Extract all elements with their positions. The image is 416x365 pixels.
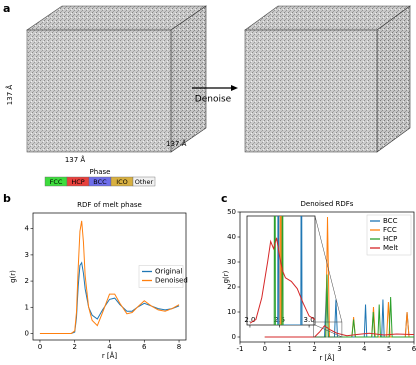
series-line [249,237,315,324]
y-tick-label: 3 [25,251,29,259]
y-axis-label: g(r) [9,270,17,283]
x-tick-label: -1 [237,345,244,353]
zoom-connector [314,324,343,338]
phase-label: Other [135,178,154,186]
legend-label: HCP [383,235,397,243]
cube-dimension: 137 Å [166,139,187,148]
x-axis-label: r [Å] [319,353,335,362]
chart-title: Denoised RDFs [301,200,354,208]
series-line [264,325,414,338]
x-tick-label: 0 [38,343,42,351]
zoom-region [313,321,343,338]
y-tick-label: 0 [25,329,29,337]
phase-title: Phase [90,168,111,176]
x-tick-label: 8 [177,343,181,351]
series-line [264,274,414,338]
cube-dimension: 137 Å [65,155,86,164]
y-tick-label: 1 [25,303,29,311]
legend-label: Melt [383,244,398,252]
phase-swatch [132,176,156,187]
series-line [264,216,414,338]
series-group [249,216,315,325]
y-tick-label: 50 [227,208,236,216]
y-tick-label: 0 [232,333,236,341]
x-tick-label: 3 [337,345,341,353]
y-tick-label: 40 [227,233,236,241]
chart-title: RDF of melt phase [77,201,142,209]
x-tick-label: 0 [263,345,267,353]
x-tick-label: 3.0 [304,316,315,324]
panel-label: b [3,192,11,205]
phase-label: ICO [116,178,128,186]
x-tick-label: 1 [287,345,291,353]
cube-dimension: 137 Å [5,85,14,106]
x-tick-label: 6 [142,343,147,351]
zoom-connector [314,215,343,323]
panel-label: c [221,192,228,205]
cube-left [26,5,207,153]
x-axis-label: r [Å] [102,351,118,360]
phase-label: HCP [71,178,84,186]
legend-label: BCC [383,217,398,225]
x-tick-label: 4 [107,343,112,351]
cube-right [244,5,411,153]
y-tick-label: 4 [25,225,30,233]
y-tick-label: 30 [227,258,236,266]
x-tick-label: 5 [387,345,391,353]
x-tick-label: 2 [72,343,76,351]
x-tick-label: 4 [362,345,367,353]
legend-label: Original [155,268,182,276]
legend-label: Denoised [155,277,188,285]
arrow-label: Denoise [195,95,232,105]
arrow [192,85,238,91]
panel-label: a [3,2,10,15]
series-line [39,220,180,334]
chart: 2.0 2.5 3.0 [244,215,316,328]
y-tick-label: 20 [227,283,236,291]
series-group [264,216,414,338]
legend-label: FCC [383,226,397,234]
x-tick-label: 2.5 [274,316,285,324]
phase-legend: FCC HCP BCC ICO Other [44,176,156,187]
phase-label: FCC [50,178,63,186]
series-group [39,220,180,334]
x-tick-label: 2.0 [244,316,255,324]
x-tick-label: 2 [312,345,316,353]
phase-label: BCC [93,178,107,186]
y-tick-label: 10 [227,308,236,316]
y-axis-label: g(r) [222,270,230,283]
x-tick-label: 6 [412,345,416,353]
y-tick-label: 2 [25,277,29,285]
